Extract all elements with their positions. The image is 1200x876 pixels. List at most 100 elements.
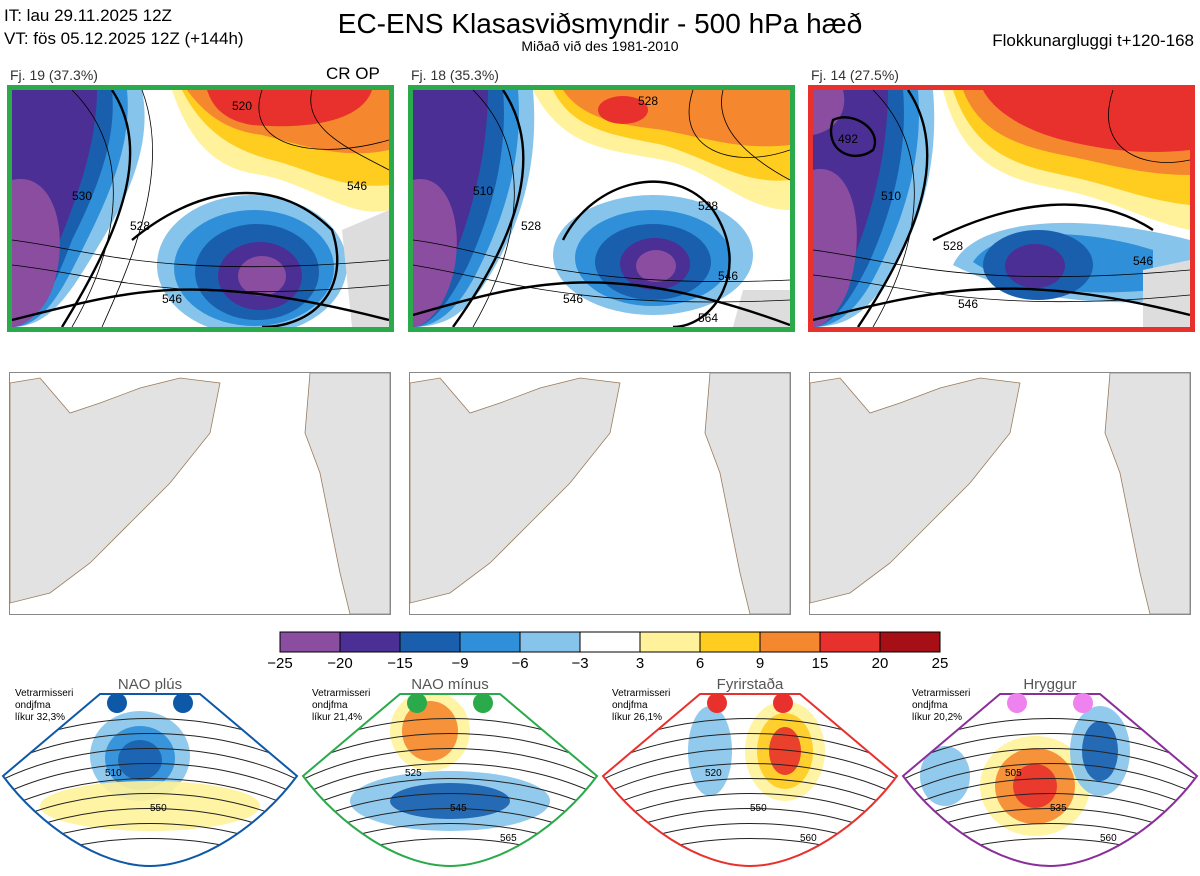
regime-contour-label: 510	[105, 768, 122, 779]
regime-panel: 520 550 560 Fyrirstaða Vetrarmisseri ondjfma l…	[600, 676, 900, 871]
regime-contour-label: 505	[1005, 768, 1022, 779]
colorbar-tick-label: −6	[511, 655, 529, 672]
cluster-3-label: Fj. 14 (27.5%)	[811, 67, 899, 83]
cluster-3-map: 492 510 528 546 546	[808, 85, 1195, 332]
regime-note-line: ondjfma	[15, 700, 51, 711]
cluster-2-contour-label: 564	[698, 311, 718, 325]
colorbar-swatch	[639, 631, 701, 653]
regime-note-line: Vetrarmisseri	[312, 688, 371, 699]
regime-note-line: líkur 20,2%	[912, 712, 963, 723]
colorbar-swatch	[579, 631, 641, 653]
regime-note-line: líkur 26,1%	[612, 712, 663, 723]
regime-name: NAO plús	[117, 676, 183, 693]
cluster-2-map: 528 510 528 528 546 546 564	[408, 85, 795, 332]
coastline-map	[410, 373, 790, 614]
cluster-1-map: 520 530 528 546 546	[7, 85, 394, 332]
regime-note: Vetrarmisseri ondjfma líkur 21,4%	[312, 688, 370, 724]
regime-contour-label: 535	[1050, 803, 1067, 814]
cluster-2-contour-label: 528	[698, 199, 718, 213]
colorbar-tick-label: −3	[571, 655, 589, 672]
reference-map-2	[409, 372, 791, 615]
cluster-1-label: Fj. 19 (37.3%)	[10, 67, 98, 83]
regime-map: 520 550 560	[601, 693, 899, 868]
colorbar-swatch	[339, 631, 401, 653]
cluster-1-anomaly-field: 520 530 528 546 546	[12, 90, 389, 327]
regime-panel: 510 550 NAO plús Vetrarmisseri ondjfma líkur …	[0, 676, 300, 871]
colorbar-tick-label: 25	[931, 655, 949, 672]
colorbar-tick-label: 20	[871, 655, 889, 672]
regime-map: 510 550	[1, 693, 299, 868]
cluster-2-contour-label: 528	[638, 94, 658, 108]
reference-map-3	[809, 372, 1191, 615]
cluster-3-anomaly-field: 492 510 528 546 546	[813, 90, 1190, 327]
regime-note-line: ondjfma	[312, 700, 348, 711]
regime-marker-dot	[173, 693, 193, 713]
cluster-3-contour-label: 528	[943, 239, 963, 253]
regime-note-line: Vetrarmisseri	[612, 688, 671, 699]
cluster-3-contour-label: 492	[838, 132, 858, 146]
regime-contour-label: 520	[705, 768, 722, 779]
reference-map-1	[9, 372, 391, 615]
cluster-1-contour-label: 530	[72, 189, 92, 203]
colorbar-tick-label: −9	[451, 655, 469, 672]
regime-note-line: ondjfma	[912, 700, 948, 711]
regime-contour-label: 550	[150, 803, 167, 814]
regime-contour-label: 525	[405, 768, 422, 779]
colorbar-swatch	[459, 631, 521, 653]
cluster-3-contour-label: 546	[958, 297, 978, 311]
regime-name: NAO mínus	[411, 676, 489, 693]
regime-contour-label: 560	[1100, 833, 1117, 844]
regime-note-line: líkur 21,4%	[312, 712, 363, 723]
initial-time: IT: lau 29.11.2025 12Z	[4, 6, 172, 25]
cluster-1-contour-label: 546	[162, 292, 182, 306]
regime-marker-dot	[773, 693, 793, 713]
regime-note-line: Vetrarmisseri	[912, 688, 971, 699]
regime-marker-dot	[1007, 693, 1027, 713]
regime-marker-dot	[473, 693, 493, 713]
regime-panel: 525 545 565 NAO mínus Vetrarmisseri ondjfma lí…	[300, 676, 600, 871]
page-title: EC-ENS Klasasviðsmyndir - 500 hPa hæð	[337, 8, 863, 39]
regime-note-line: líkur 32,3%	[15, 712, 66, 723]
cluster-2-contour-label: 546	[563, 292, 583, 306]
colorbar-swatch	[759, 631, 821, 653]
colorbar-tick-label: −15	[387, 655, 413, 672]
regime-marker-dot	[107, 693, 127, 713]
regime-note: Vetrarmisseri ondjfma líkur 26,1%	[612, 688, 670, 724]
cluster-2-label: Fj. 18 (35.3%)	[411, 67, 499, 83]
regime-contour-label: 560	[800, 833, 817, 844]
regime-map: 505 535 560	[901, 693, 1199, 868]
coastline-map	[810, 373, 1190, 614]
cluster-1-contour-label: 528	[130, 219, 150, 233]
page-subtitle: Miðað við des 1981-2010	[521, 38, 679, 54]
colorbar-swatch	[819, 631, 881, 653]
colorbar-swatch	[519, 631, 581, 653]
regime-marker-dot	[407, 693, 427, 713]
colorbar-tick-label: 3	[635, 655, 645, 672]
colorbar-tick-label: 9	[755, 655, 765, 672]
regime-note: Vetrarmisseri ondjfma líkur 32,3%	[15, 688, 73, 724]
cluster-1-tag: CR OP	[326, 64, 380, 83]
regime-contour-label: 550	[750, 803, 767, 814]
regime-marker-dot	[1073, 693, 1093, 713]
cluster-3-contour-label: 546	[1133, 254, 1153, 268]
cluster-1-contour-label: 520	[232, 99, 252, 113]
regime-map: 525 545 565	[301, 693, 599, 868]
cluster-2-contour-label: 546	[718, 269, 738, 283]
colorbar-tick-label: 15	[811, 655, 829, 672]
cluster-2-contour-label: 510	[473, 184, 493, 198]
regime-note: Vetrarmisseri ondjfma líkur 20,2%	[912, 688, 970, 724]
valid-time: VT: fös 05.12.2025 12Z (+144h)	[4, 29, 244, 48]
regime-note-line: Vetrarmisseri	[15, 688, 74, 699]
coastline-map	[10, 373, 390, 614]
anomaly-colorbar	[279, 631, 941, 653]
cluster-2-contour-label: 528	[521, 219, 541, 233]
colorbar-swatch	[699, 631, 761, 653]
cluster-3-contour-label: 510	[881, 189, 901, 203]
colorbar-tick-label: −20	[327, 655, 353, 672]
cluster-2-anomaly-field: 528 510 528 528 546 546 564	[413, 90, 790, 327]
regime-marker-dot	[707, 693, 727, 713]
colorbar-swatch	[879, 631, 941, 653]
regime-contour-label: 565	[500, 833, 517, 844]
header-times: IT: lau 29.11.2025 12Z VT: fös 05.12.202…	[4, 4, 244, 50]
cluster-1-contour-label: 546	[347, 179, 367, 193]
